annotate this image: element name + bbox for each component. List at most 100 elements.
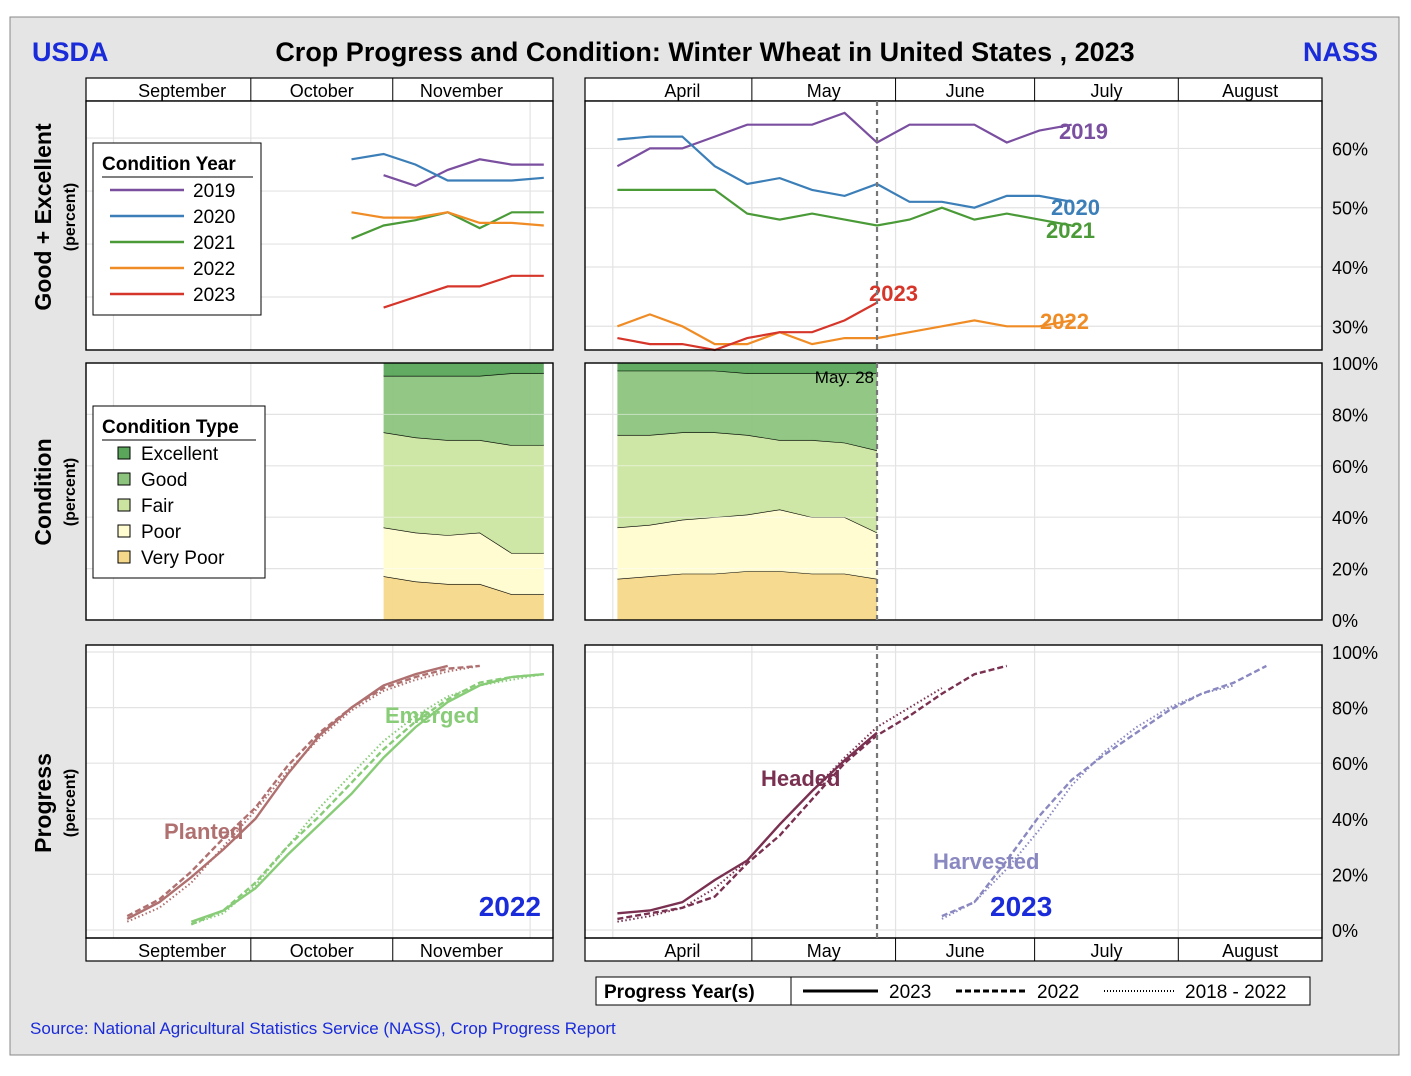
legend-title: Progress Year(s) [604,982,755,1003]
cond-spring-area-fair [617,432,877,533]
ge-y-tick-label: 30% [1332,317,1368,337]
month-label-april: April [664,81,700,101]
legend-swatch-poor [117,524,131,538]
month-axis-bottom-spring: April May June July August [584,937,1323,962]
ge-y-tick-label: 60% [1332,139,1368,159]
ge-y-tick-label: 40% [1332,258,1368,278]
ge-fall-line-2022 [351,211,544,227]
ge-y-tick-label: 50% [1332,199,1368,219]
header-right-logo: NASS [1303,37,1378,67]
month-label-august: August [1222,941,1278,961]
panel-border [85,362,554,621]
month-label-november: November [420,941,503,961]
month-label-october: October [290,941,354,961]
legend-swatch-good [117,472,131,486]
cond-y-tick-label: 20% [1332,560,1368,580]
month-axis-bottom-fall: September October November [85,937,554,962]
plot-background [585,101,1322,350]
month-axis-top-fall: September October November [85,77,554,102]
plot-background [86,645,553,938]
cond-fall-area-very-poor [383,576,544,620]
row-title: Good + Excellent [30,123,56,311]
legend-item-excellent: Excellent [141,444,219,465]
row-unit: (percent) [62,183,79,251]
cond-spring-area-good [617,370,877,451]
month-axis-top-spring: April May June July August [584,77,1323,102]
legend-title: Condition Type [102,417,239,438]
header-left-logo: USDA [32,37,109,67]
annotation-planted: Planted [164,819,243,844]
prog-fall-line-planted-2018-2022 [126,664,480,918]
panel-condition-spring [585,362,1322,621]
cond-fall-area-fair [383,432,544,554]
month-label-july: July [1090,941,1122,961]
prog-fall-line-emerged-2022 [190,673,544,923]
ge-spring-line-2020 [617,135,1072,209]
annotation-harvested: Harvested [933,849,1039,874]
month-label-june: June [946,81,985,101]
cond-y-tick-label: 60% [1332,457,1368,477]
month-label-october: October [290,81,354,101]
row-unit: (percent) [62,458,79,526]
cond-fall-area-poor [383,527,544,595]
legend-item-2021: 2021 [193,233,235,254]
legend-item-poor: Poor [141,522,182,543]
row-unit: (percent) [62,769,79,837]
chart-title: Crop Progress and Condition: Winter Whea… [275,37,1134,67]
ge-spring-line-2021 [617,188,1072,227]
legend-condition-year: Condition Year 2019 2020 2021 2022 2023 [92,142,262,316]
panel-good-excellent-spring [585,101,1322,352]
legend-item-very-poor: Very Poor [141,548,225,569]
panel-border [85,644,554,939]
ge-series-label-2022: 2022 [1040,309,1089,334]
row-title: Progress [30,753,56,853]
month-label-july: July [1090,81,1122,101]
ge-spring-line-2022 [617,313,1072,346]
legend-item-2019: 2019 [193,181,235,202]
ge-series-label-2020: 2020 [1051,195,1100,220]
date-marker-label: May. 28 [815,368,874,387]
legend-item-2023: 2023 [193,285,235,306]
month-label-november: November [420,81,503,101]
month-label-april: April [664,941,700,961]
panel-border [85,100,554,351]
month-label-may: May [807,941,841,961]
row-title-condition: Condition (percent) [30,438,79,545]
prog-y-tick-label: 60% [1332,754,1368,774]
source-note: Source: National Agricultural Statistics… [30,1019,616,1038]
row-title: Condition [30,438,56,545]
ge-spring-line-2023 [617,301,878,352]
legend-item-2023: 2023 [889,982,931,1003]
cond-y-tick-label: 80% [1332,405,1368,425]
cond-fall-area-excellent [383,363,544,376]
row-title-progress: Progress (percent) [30,753,79,853]
prog-spring-line-headed-2022 [617,664,1008,921]
annotation-emerged: Emerged [385,703,479,728]
panel-progress-spring [585,645,1322,938]
prog-y-tick-label: 100% [1332,643,1378,663]
prog-spring-line-harvested-2018-2022 [941,684,1235,920]
cond-spring-area-excellent [617,363,877,374]
prog-fall-line-emerged-2018-2022 [190,673,544,926]
ge-spring-line-2019 [616,111,1072,168]
legend-swatch-excellent [117,446,131,460]
legend-item-2020: 2020 [193,207,235,228]
legend-swatch-fair [117,498,131,512]
cond-y-tick-label: 0% [1332,611,1358,631]
cond-y-tick-label: 100% [1332,354,1378,374]
legend-condition-type: Condition Type Excellent Good Fair Poor Very… [92,405,266,579]
month-label-august: August [1222,81,1278,101]
ge-series-label-2021: 2021 [1046,218,1095,243]
legend-item-2018-2022: 2018 - 2022 [1185,982,1286,1003]
prog-y-tick-label: 40% [1332,810,1368,830]
cond-spring-area-very-poor [617,571,877,620]
ge-fall-line-2023 [383,274,544,309]
annotation-year-spring: 2023 [990,891,1052,922]
ge-fall-line-2020 [351,152,544,182]
panel-progress-fall [86,645,553,938]
ge-fall-line-2019 [383,158,544,187]
month-label-september: September [138,941,226,961]
legend-title: Condition Year [102,154,236,175]
